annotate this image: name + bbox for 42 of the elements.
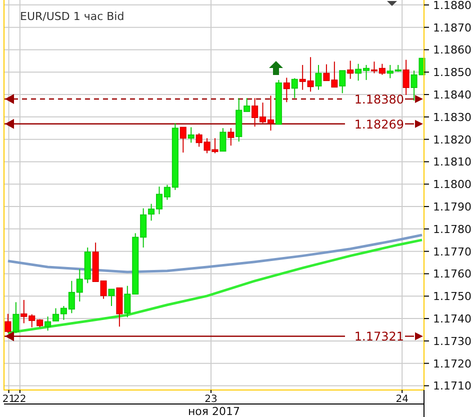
- ref-line-label: 1.17321: [354, 330, 404, 344]
- y-tick-label: 1.1860: [433, 44, 472, 57]
- y-tick-label: 1.1770: [433, 245, 472, 258]
- y-tick-label: 1.1840: [433, 88, 472, 102]
- x-tick-label: 22: [14, 394, 26, 405]
- candlestick: [291, 78, 298, 99]
- candlestick: [12, 302, 20, 334]
- y-tick-label: 1.1800: [433, 178, 472, 192]
- candlestick: [52, 308, 60, 322]
- x-tick-label: 24: [396, 394, 408, 405]
- candlestick: [188, 126, 194, 144]
- candlestick: [108, 288, 115, 306]
- y-tick-label: 1.1820: [433, 133, 472, 146]
- candlestick: [228, 128, 234, 146]
- y-tick-label: 1.1870: [433, 21, 472, 34]
- y-tick-label: 1.1790: [433, 200, 472, 214]
- x-axis-title: ноя 2017: [188, 405, 240, 417]
- y-tick-label: 1.1880: [433, 0, 472, 12]
- candlestick: [347, 60, 354, 80]
- y-tick-label: 1.1720: [433, 357, 472, 370]
- ref-line-label: 1.18380: [354, 92, 404, 107]
- y-tick-label: 1.1830: [433, 110, 472, 124]
- y-tick-label: 1.1730: [433, 334, 472, 348]
- y-tick-label: 1.1740: [433, 312, 472, 326]
- y-tick-label: 1.1760: [433, 268, 472, 281]
- y-tick-label: 1.1850: [433, 66, 472, 80]
- candlestick: [44, 316, 52, 332]
- candlestick: [402, 59, 410, 96]
- y-tick-label: 1.1810: [433, 156, 472, 169]
- ref-line-label: 1.18269: [354, 117, 404, 132]
- x-tick-label: 23: [204, 394, 218, 405]
- line-series: [6, 234, 424, 274]
- candlestick: [315, 64, 322, 90]
- candlestick: [339, 70, 346, 94]
- candlestick: [283, 77, 290, 103]
- y-tick-label: 1.1710: [433, 380, 472, 393]
- y-tick-label: 1.1780: [433, 222, 472, 236]
- text: EUR/USD 1 час Bid: [20, 10, 124, 23]
- candlestick: [220, 128, 226, 152]
- x-tick-label: 21: [2, 394, 16, 405]
- y-tick-label: 1.1750: [433, 290, 472, 304]
- candlestick: [180, 126, 186, 154]
